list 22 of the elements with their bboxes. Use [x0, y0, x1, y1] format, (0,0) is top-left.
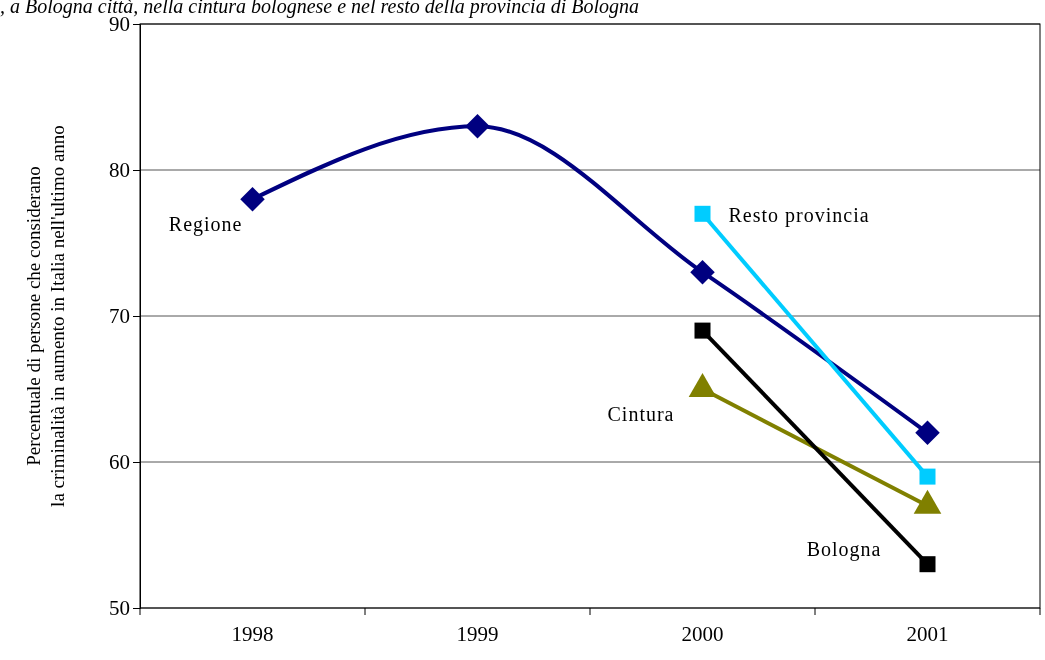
- point: [240, 186, 265, 212]
- point: [465, 113, 490, 139]
- y-tick-label: 80: [109, 158, 130, 183]
- series-label: Resto provincia: [728, 203, 870, 227]
- point: [915, 420, 940, 446]
- x-tick-label: 2000: [681, 621, 724, 646]
- series-label: Cintura: [607, 403, 675, 425]
- x-tick-label: 1999: [456, 621, 499, 646]
- point: [694, 205, 711, 222]
- point: [919, 468, 936, 485]
- y-tick-label: 70: [109, 304, 130, 329]
- y-tick-label: 60: [109, 450, 130, 475]
- y-tick-label: 90: [109, 12, 130, 37]
- y-tick-label: 50: [109, 596, 130, 621]
- point: [690, 259, 715, 285]
- point: [919, 556, 936, 573]
- x-tick-label: 1998: [231, 621, 274, 646]
- point: [694, 322, 711, 339]
- series-label: Bologna: [806, 538, 882, 562]
- x-tick-label: 2001: [906, 621, 949, 646]
- y-axis-title: Percentuale di persone che considerano la criminalità in aumento in Italia nell'ultimo anno: [23, 125, 68, 507]
- series-label: Regione: [168, 213, 243, 237]
